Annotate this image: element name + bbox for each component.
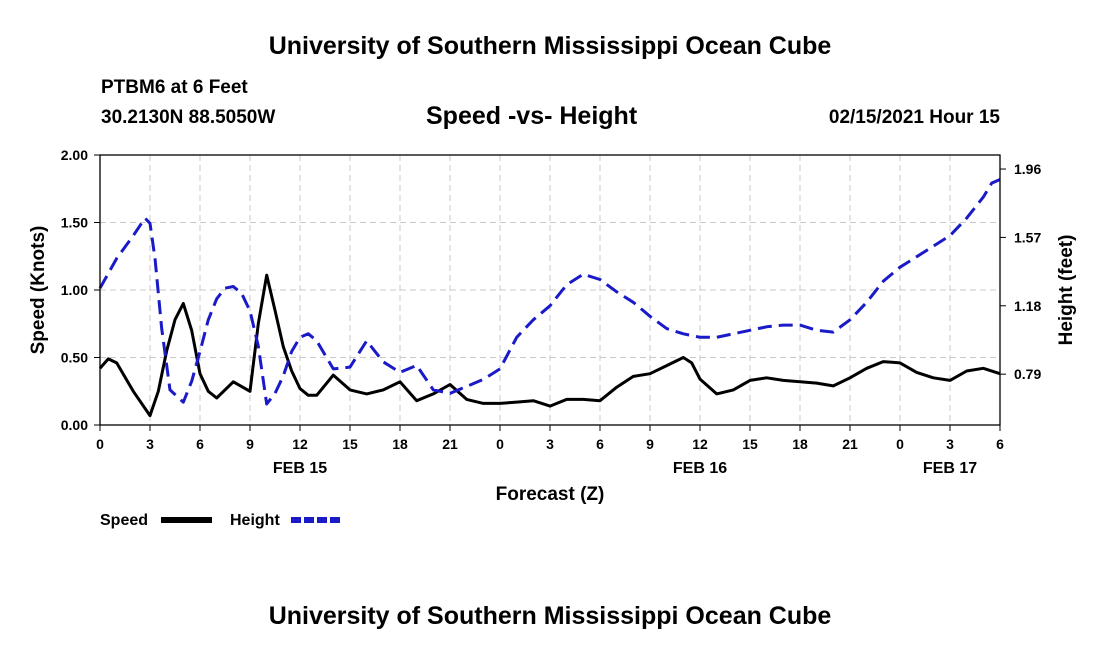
x-tick-label: 21 <box>842 436 858 452</box>
x-date-label: FEB 15 <box>273 460 327 477</box>
left-tick-label: 1.00 <box>61 282 88 298</box>
x-tick-label: 3 <box>546 436 554 452</box>
footer-title: University of Southern Mississippi Ocean… <box>268 602 832 630</box>
page-title: University of Southern Mississippi Ocean… <box>268 32 832 60</box>
x-tick-label: 12 <box>692 436 708 452</box>
x-tick-label: 9 <box>246 436 254 452</box>
legend-height-label: Height <box>230 512 280 529</box>
x-tick-label: 3 <box>146 436 154 452</box>
x-tick-label: 15 <box>742 436 758 452</box>
right-tick-label: 1.96 <box>1014 161 1041 177</box>
right-tick-label: 0.79 <box>1014 366 1041 382</box>
x-tick-label: 12 <box>292 436 308 452</box>
left-axis-title: Speed (Knots) <box>28 226 49 355</box>
x-tick-label: 0 <box>96 436 104 452</box>
x-tick-label: 15 <box>342 436 358 452</box>
chart-title: Speed -vs- Height <box>426 102 638 130</box>
x-tick-label: 0 <box>896 436 904 452</box>
station-name: PTBM6 at 6 Feet <box>101 77 248 98</box>
forecast-datetime: 02/15/2021 Hour 15 <box>828 107 1000 128</box>
left-tick-label: 1.50 <box>61 215 88 231</box>
x-axis-title: Forecast (Z) <box>496 484 605 505</box>
right-tick-label: 1.18 <box>1014 298 1041 314</box>
speed-series-line <box>98 273 1001 418</box>
height-series-line <box>98 178 1001 406</box>
x-tick-label: 6 <box>196 436 204 452</box>
left-tick-label: 2.00 <box>61 147 88 163</box>
x-tick-label: 18 <box>392 436 408 452</box>
right-tick-label: 1.57 <box>1014 229 1041 245</box>
station-coords: 30.2130N 88.5050W <box>101 107 276 128</box>
x-tick-label: 9 <box>646 436 654 452</box>
x-date-label: FEB 16 <box>673 460 727 477</box>
x-date-label: FEB 17 <box>923 460 977 477</box>
legend-speed-label: Speed <box>100 512 148 529</box>
x-tick-label: 18 <box>792 436 808 452</box>
x-tick-label: 0 <box>496 436 504 452</box>
x-tick-label: 21 <box>442 436 458 452</box>
right-axis-title: Height (feet) <box>1056 235 1077 346</box>
left-tick-label: 0.00 <box>61 417 88 433</box>
x-tick-label: 6 <box>596 436 604 452</box>
x-tick-label: 3 <box>946 436 954 452</box>
left-tick-label: 0.50 <box>61 350 88 366</box>
x-tick-label: 6 <box>996 436 1004 452</box>
